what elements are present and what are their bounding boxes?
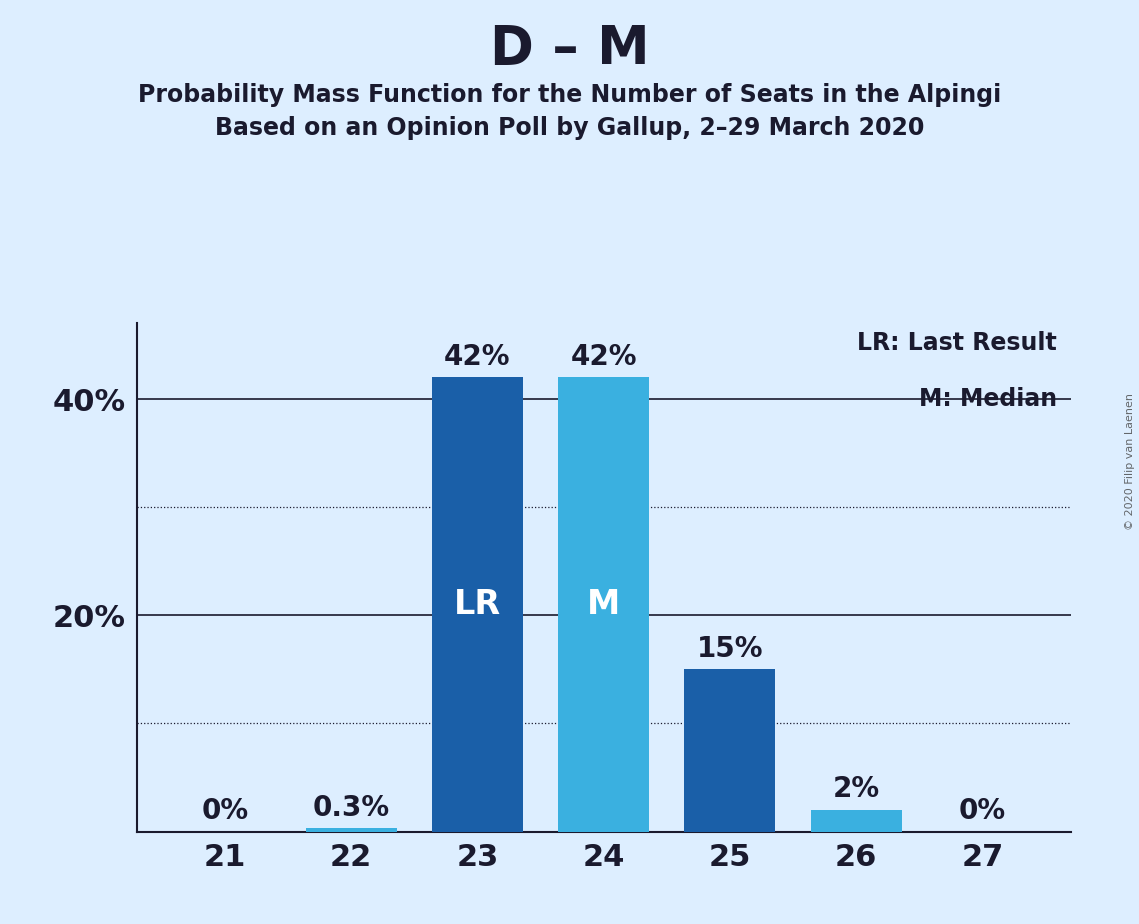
Bar (305, 828, 396, 832)
Bar (558, 378, 649, 832)
Text: 0%: 0% (959, 797, 1006, 825)
Text: M: Median: M: Median (918, 387, 1057, 411)
Bar (432, 378, 523, 832)
Text: © 2020 Filip van Laenen: © 2020 Filip van Laenen (1125, 394, 1134, 530)
Bar (811, 810, 902, 832)
Text: LR: Last Result: LR: Last Result (857, 331, 1057, 355)
Text: 15%: 15% (697, 635, 763, 663)
Text: 2%: 2% (833, 775, 879, 804)
Text: 42%: 42% (444, 343, 510, 371)
Text: Based on an Opinion Poll by Gallup, 2–29 March 2020: Based on an Opinion Poll by Gallup, 2–29… (215, 116, 924, 140)
Text: 0.3%: 0.3% (313, 794, 390, 821)
Text: M: M (587, 588, 621, 621)
Text: Probability Mass Function for the Number of Seats in the Alpingi: Probability Mass Function for the Number… (138, 83, 1001, 107)
Bar (685, 669, 776, 832)
Text: LR: LR (454, 588, 501, 621)
Text: D – M: D – M (490, 23, 649, 75)
Text: 42%: 42% (571, 343, 637, 371)
Text: 0%: 0% (202, 797, 248, 825)
